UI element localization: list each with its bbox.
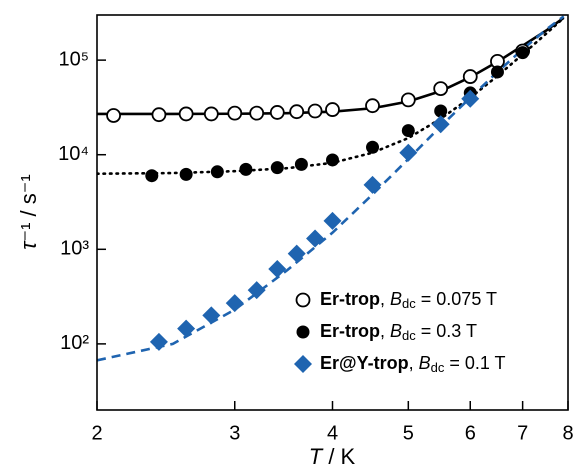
legend-marker (294, 355, 312, 373)
legend-rest: = 0.075 T (416, 289, 497, 309)
x-tick-label: 4 (327, 422, 338, 444)
diamond-marker (202, 306, 221, 325)
legend-sep: , (380, 321, 390, 341)
diamond-marker (268, 259, 287, 278)
circle-marker (401, 124, 415, 138)
x-tick-label: 6 (465, 422, 476, 444)
y-axis-label: τ⁻¹ / s⁻¹ (16, 174, 41, 249)
circle-marker (269, 105, 285, 120)
circle-marker (203, 106, 219, 122)
circle-marker (366, 140, 380, 154)
circle-marker (434, 104, 448, 118)
diamond-marker (323, 211, 342, 230)
circle-marker (145, 169, 159, 183)
legend-marker (296, 325, 310, 339)
y-label-unit: ⁻¹ / s⁻¹ (16, 174, 41, 241)
circle-marker (270, 161, 284, 175)
circle-marker (239, 162, 253, 176)
circle-marker (325, 102, 340, 117)
diamond-marker (431, 115, 450, 134)
diamond-marker (363, 175, 382, 194)
legend-sub: dc (402, 296, 416, 311)
legend-name: Er@Y-trop (320, 353, 409, 373)
legend-sep: , (380, 289, 390, 309)
legend-sub: dc (402, 328, 416, 343)
circle-marker (106, 108, 121, 123)
diamond-marker (149, 332, 168, 351)
diamond-marker (247, 281, 266, 300)
circle-marker (249, 105, 265, 121)
y-label-symbol: τ (16, 240, 41, 250)
x-tick-label: 7 (517, 422, 528, 444)
circle-marker (490, 65, 504, 79)
y-tick-label: 10³ (60, 238, 89, 260)
legend-name: Er-trop (320, 289, 380, 309)
y-tick-label: 10⁴ (58, 143, 89, 165)
legend-sep: , (409, 353, 419, 373)
data-points (106, 43, 531, 351)
circle-marker (151, 107, 167, 123)
y-tick-label: 10² (60, 332, 89, 354)
x-tick-label: 8 (562, 422, 573, 444)
circle-marker (294, 157, 308, 171)
circle-marker (326, 153, 339, 167)
diamond-marker (306, 229, 325, 248)
legend-entry: Er-trop, Bdc = 0.075 T (320, 289, 497, 312)
x-label-unit: / K (322, 444, 355, 469)
legend-marker (295, 292, 311, 308)
x-tick-label: 5 (403, 422, 414, 444)
circle-marker (210, 165, 224, 179)
x-tick-label: 2 (91, 422, 102, 444)
legend-field: B (419, 353, 431, 373)
diamond-marker (461, 89, 480, 108)
diamond-marker (177, 319, 196, 338)
x-tick-label: 3 (229, 422, 240, 444)
legend: Er-trop, Bdc = 0.075 TEr-trop, Bdc = 0.3… (294, 289, 506, 376)
legend-rest: = 0.3 T (416, 321, 477, 341)
fit-line (97, 16, 566, 175)
x-axis-label: T / K (309, 444, 356, 469)
circle-marker (307, 103, 323, 119)
legend-field: B (390, 289, 402, 309)
legend-sub: dc (431, 360, 445, 375)
circle-marker (179, 167, 193, 181)
diamond-marker (399, 143, 418, 162)
circle-marker (433, 81, 449, 97)
circle-marker (365, 98, 380, 114)
x-label-symbol: T (309, 444, 324, 469)
circle-marker (462, 69, 478, 84)
circle-marker (400, 92, 416, 108)
circle-marker (516, 46, 530, 60)
legend-field: B (390, 321, 402, 341)
diamond-marker (287, 244, 306, 263)
y-tick-label: 10⁵ (58, 48, 89, 70)
circle-marker (227, 105, 243, 121)
circle-marker (178, 106, 194, 122)
legend-entry: Er-trop, Bdc = 0.3 T (320, 321, 477, 344)
circle-marker (289, 104, 305, 120)
legend-entry: Er@Y-trop, Bdc = 0.1 T (320, 353, 506, 376)
legend-rest: = 0.1 T (444, 353, 505, 373)
diamond-marker (225, 294, 244, 313)
legend-name: Er-trop (320, 321, 380, 341)
